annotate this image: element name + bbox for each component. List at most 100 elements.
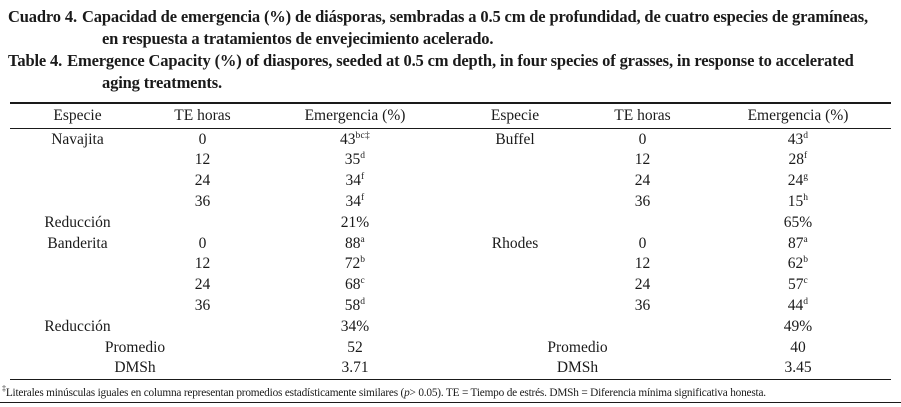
significance-superscript: d <box>360 296 366 307</box>
emergencia-cell: 43bc‡ <box>339 130 371 148</box>
row-label-cell: DMSh <box>114 359 156 377</box>
significance-superscript: a <box>803 234 809 245</box>
especie-cell: Banderita <box>47 234 108 252</box>
table-row: 24 68c 24 57c <box>10 275 891 296</box>
te-horas-cell: 36 <box>634 193 651 211</box>
te-horas-cell: 12 <box>634 151 651 169</box>
especie-cell <box>10 275 145 296</box>
caption-english-label: Table 4. <box>8 51 63 70</box>
table-row: 24 34f 24 24g <box>10 171 891 192</box>
table-body: Navajita 0 43bc‡ Buffel 0 43d 12 35d 12 28f 24 34f 2… <box>10 129 891 380</box>
especie-cell <box>450 191 580 212</box>
significance-superscript: bc‡ <box>355 130 371 141</box>
significance-superscript: d <box>360 151 366 162</box>
te-horas-cell <box>580 212 705 233</box>
header-especie-right: Especie <box>450 103 580 129</box>
emergencia-cell: 43d <box>787 130 809 148</box>
table-row: Promedio 52 Promedio 40 <box>10 337 891 358</box>
te-horas-cell: 12 <box>634 255 651 273</box>
caption-spanish-line1: Capacidad de emergencia (%) de diásporas… <box>81 7 868 26</box>
especie-cell <box>10 150 145 171</box>
significance-superscript: f <box>361 172 365 183</box>
footnote-p-italic: p <box>404 386 410 399</box>
table-row: 36 58d 36 44d <box>10 295 891 316</box>
te-horas-cell: 0 <box>638 234 647 252</box>
te-horas-cell: 36 <box>634 297 651 315</box>
significance-superscript: h <box>803 192 809 203</box>
caption-english-line2: aging treatments. <box>102 73 222 92</box>
emergencia-cell: 24g <box>787 172 809 190</box>
significance-superscript: b <box>803 255 809 266</box>
te-horas-cell: 36 <box>194 193 211 211</box>
emergence-table: Especie TE horas Emergencia (%) Especie … <box>10 102 891 380</box>
especie-cell <box>450 171 580 192</box>
emergencia-cell: 15h <box>787 192 809 211</box>
especie-cell <box>450 295 580 316</box>
emergencia-cell: 52 <box>347 338 363 356</box>
te-horas-cell: 24 <box>194 276 211 294</box>
significance-superscript: d <box>803 296 809 307</box>
emergencia-cell: 3.45 <box>784 359 812 377</box>
te-horas-cell <box>145 212 260 233</box>
especie-cell <box>450 254 580 275</box>
especie-cell <box>450 150 580 171</box>
te-horas-cell: 0 <box>198 234 207 252</box>
te-horas-cell: 24 <box>634 276 651 294</box>
emergencia-cell: 87a <box>787 234 809 252</box>
especie-cell: Buffel <box>495 130 535 148</box>
emergencia-cell: 72b <box>344 255 366 273</box>
te-horas-cell: 24 <box>194 172 211 190</box>
emergencia-cell: 88a <box>344 234 366 252</box>
te-horas-cell <box>145 316 260 337</box>
significance-superscript: a <box>360 234 366 245</box>
significance-superscript: c <box>803 276 809 287</box>
especie-cell <box>450 212 580 233</box>
caption-english: Table 4. Emergence Capacity (%) of diaspo… <box>8 50 893 94</box>
especie-cell: Reducción <box>44 317 111 335</box>
significance-superscript: f <box>804 151 808 162</box>
caption-spanish: Cuadro 4. Capacidad de emergencia (%) de … <box>8 6 893 50</box>
header-te-horas-left: TE horas <box>145 103 260 129</box>
especie-cell: Rhodes <box>491 234 539 252</box>
emergencia-cell: 35d <box>344 151 366 169</box>
table-row: 36 34f 36 15h <box>10 191 891 212</box>
emergencia-cell: 58d <box>344 296 366 315</box>
significance-superscript: b <box>360 255 366 266</box>
row-label-cell: DMSh <box>556 359 599 377</box>
table-header-row: Especie TE horas Emergencia (%) Especie … <box>10 103 891 129</box>
especie-cell <box>10 171 145 192</box>
footnote-text-after-p: > 0.05). TE = Tiempo de estrés. DMSh = D… <box>409 386 767 399</box>
te-horas-cell: 0 <box>638 130 647 148</box>
emergencia-cell: 3.71 <box>341 359 369 377</box>
emergencia-cell: 44d <box>787 296 809 315</box>
te-horas-cell: 12 <box>194 151 211 169</box>
emergencia-cell: 57c <box>787 276 809 294</box>
especie-cell <box>450 275 580 296</box>
table-row: Banderita 0 88a Rhodes 0 87a <box>10 233 891 254</box>
especie-cell <box>10 295 145 316</box>
row-label-cell: Promedio <box>547 338 608 356</box>
footnote-symbol: ‡ <box>2 383 6 393</box>
emergencia-cell: 28f <box>788 151 808 169</box>
te-horas-cell: 0 <box>198 130 207 148</box>
significance-superscript: d <box>803 130 809 141</box>
te-horas-cell <box>580 316 705 337</box>
table-row: Navajita 0 43bc‡ Buffel 0 43d <box>10 129 891 150</box>
header-te-horas-right: TE horas <box>580 103 705 129</box>
especie-cell <box>10 191 145 212</box>
emergencia-cell: 34f <box>345 172 365 190</box>
emergencia-cell: 34% <box>340 317 370 335</box>
table-footnote: ‡Literales minúsculas iguales en columna… <box>0 383 901 404</box>
table-row: DMSh 3.71 DMSh 3.45 <box>10 358 891 379</box>
table-row: Reducción 34% 49% <box>10 316 891 337</box>
caption-spanish-line2: en respuesta a tratamientos de envejecim… <box>102 29 494 48</box>
header-especie-left: Especie <box>10 103 145 129</box>
caption-block: Cuadro 4. Capacidad de emergencia (%) de … <box>0 0 901 94</box>
emergencia-cell: 34f <box>345 192 365 211</box>
emergencia-cell: 49% <box>783 317 813 335</box>
emergencia-cell: 68c <box>344 276 366 294</box>
caption-english-line1: Emergence Capacity (%) of diaspores, see… <box>67 51 854 70</box>
caption-spanish-label: Cuadro 4. <box>8 7 77 26</box>
header-emergencia-right: Emergencia (%) <box>705 103 891 129</box>
